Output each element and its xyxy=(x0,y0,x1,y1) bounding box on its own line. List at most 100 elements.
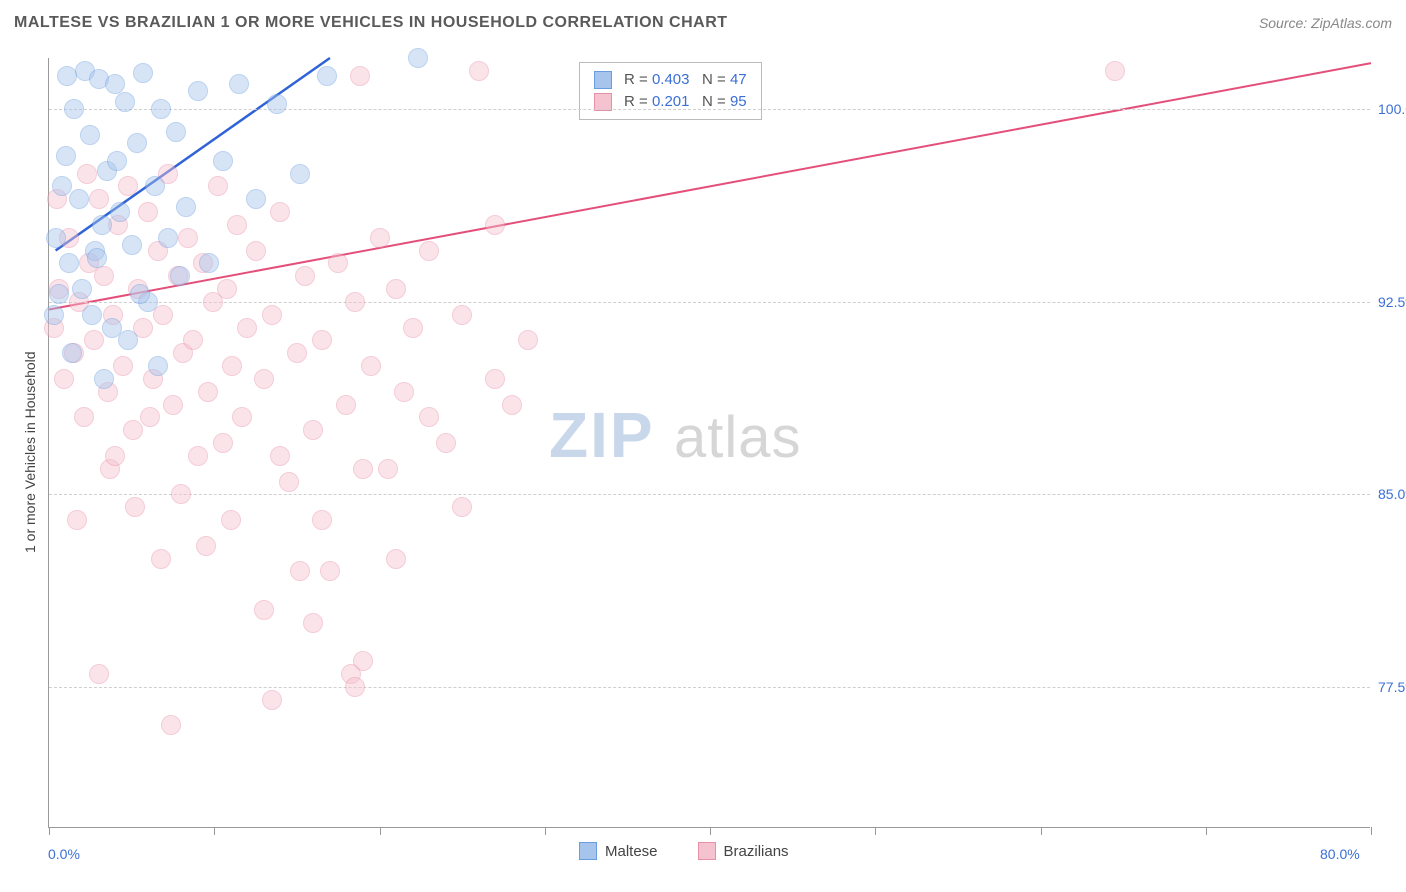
data-point xyxy=(419,407,439,427)
data-point xyxy=(419,241,439,261)
data-point xyxy=(246,189,266,209)
x-tick-label: 0.0% xyxy=(48,846,80,862)
x-tick xyxy=(875,827,876,835)
data-point xyxy=(92,215,112,235)
data-point xyxy=(145,176,165,196)
data-point xyxy=(56,146,76,166)
data-point xyxy=(107,151,127,171)
data-point xyxy=(370,228,390,248)
data-point xyxy=(317,66,337,86)
data-point xyxy=(123,420,143,440)
data-point xyxy=(386,549,406,569)
data-point xyxy=(262,305,282,325)
data-point xyxy=(222,356,242,376)
chart-title: MALTESE VS BRAZILIAN 1 OR MORE VEHICLES … xyxy=(14,14,728,32)
info-row: R = 0.403 N = 47 xyxy=(594,69,747,91)
data-point xyxy=(105,74,125,94)
data-point xyxy=(320,561,340,581)
data-point xyxy=(345,292,365,312)
data-point xyxy=(485,215,505,235)
data-point xyxy=(82,305,102,325)
data-point xyxy=(49,284,69,304)
data-point xyxy=(84,330,104,350)
data-point xyxy=(229,74,249,94)
legend: Maltese Brazilians xyxy=(579,842,789,860)
data-point xyxy=(64,99,84,119)
data-point xyxy=(295,266,315,286)
x-tick xyxy=(545,827,546,835)
data-point xyxy=(69,189,89,209)
info-text: R = 0.403 N = 47 xyxy=(624,69,747,91)
correlation-chart: MALTESE VS BRAZILIAN 1 OR MORE VEHICLES … xyxy=(0,0,1406,892)
data-point xyxy=(213,433,233,453)
data-point xyxy=(270,446,290,466)
data-point xyxy=(166,122,186,142)
data-point xyxy=(105,446,125,466)
data-point xyxy=(188,446,208,466)
data-point xyxy=(303,613,323,633)
data-point xyxy=(54,369,74,389)
data-point xyxy=(118,176,138,196)
data-point xyxy=(122,235,142,255)
trend-lines xyxy=(49,58,1371,828)
data-point xyxy=(403,318,423,338)
title-bar: MALTESE VS BRAZILIAN 1 OR MORE VEHICLES … xyxy=(14,14,1392,32)
data-point xyxy=(178,228,198,248)
data-point xyxy=(80,125,100,145)
data-point xyxy=(161,715,181,735)
data-point xyxy=(267,94,287,114)
y-tick-label: 92.5% xyxy=(1378,294,1406,310)
gridline xyxy=(49,302,1370,303)
legend-swatch-icon xyxy=(698,842,716,860)
gridline xyxy=(49,687,1370,688)
legend-swatch-icon xyxy=(579,842,597,860)
series-swatch-icon xyxy=(594,93,612,111)
x-tick xyxy=(1206,827,1207,835)
data-point xyxy=(312,330,332,350)
data-point xyxy=(133,63,153,83)
data-point xyxy=(518,330,538,350)
data-point xyxy=(94,266,114,286)
data-point xyxy=(89,664,109,684)
x-tick xyxy=(380,827,381,835)
data-point xyxy=(290,164,310,184)
data-point xyxy=(213,151,233,171)
data-point xyxy=(199,253,219,273)
data-point xyxy=(176,197,196,217)
plot-area: ZIP atlas R = 0.403 N = 47R = 0.201 N = … xyxy=(48,58,1370,828)
data-point xyxy=(148,356,168,376)
x-tick xyxy=(710,827,711,835)
data-point xyxy=(452,305,472,325)
data-point xyxy=(386,279,406,299)
data-point xyxy=(57,66,77,86)
gridline xyxy=(49,494,1370,495)
data-point xyxy=(262,690,282,710)
data-point xyxy=(502,395,522,415)
series-swatch-icon xyxy=(594,71,612,89)
data-point xyxy=(270,202,290,222)
data-point xyxy=(74,407,94,427)
data-point xyxy=(246,241,266,261)
y-tick-label: 85.0% xyxy=(1378,486,1406,502)
data-point xyxy=(452,497,472,517)
data-point xyxy=(138,202,158,222)
data-point xyxy=(485,369,505,389)
data-point xyxy=(94,369,114,389)
data-point xyxy=(171,484,191,504)
data-point xyxy=(303,420,323,440)
data-point xyxy=(183,330,203,350)
data-point xyxy=(336,395,356,415)
data-point xyxy=(279,472,299,492)
data-point xyxy=(469,61,489,81)
data-point xyxy=(254,600,274,620)
data-point xyxy=(110,202,130,222)
data-point xyxy=(46,228,66,248)
data-point xyxy=(163,395,183,415)
data-point xyxy=(67,510,87,530)
watermark-atlas: atlas xyxy=(674,404,802,471)
correlation-info-box: R = 0.403 N = 47R = 0.201 N = 95 xyxy=(579,62,762,120)
data-point xyxy=(350,66,370,86)
data-point xyxy=(254,369,274,389)
data-point xyxy=(345,677,365,697)
legend-label: Maltese xyxy=(605,843,658,860)
